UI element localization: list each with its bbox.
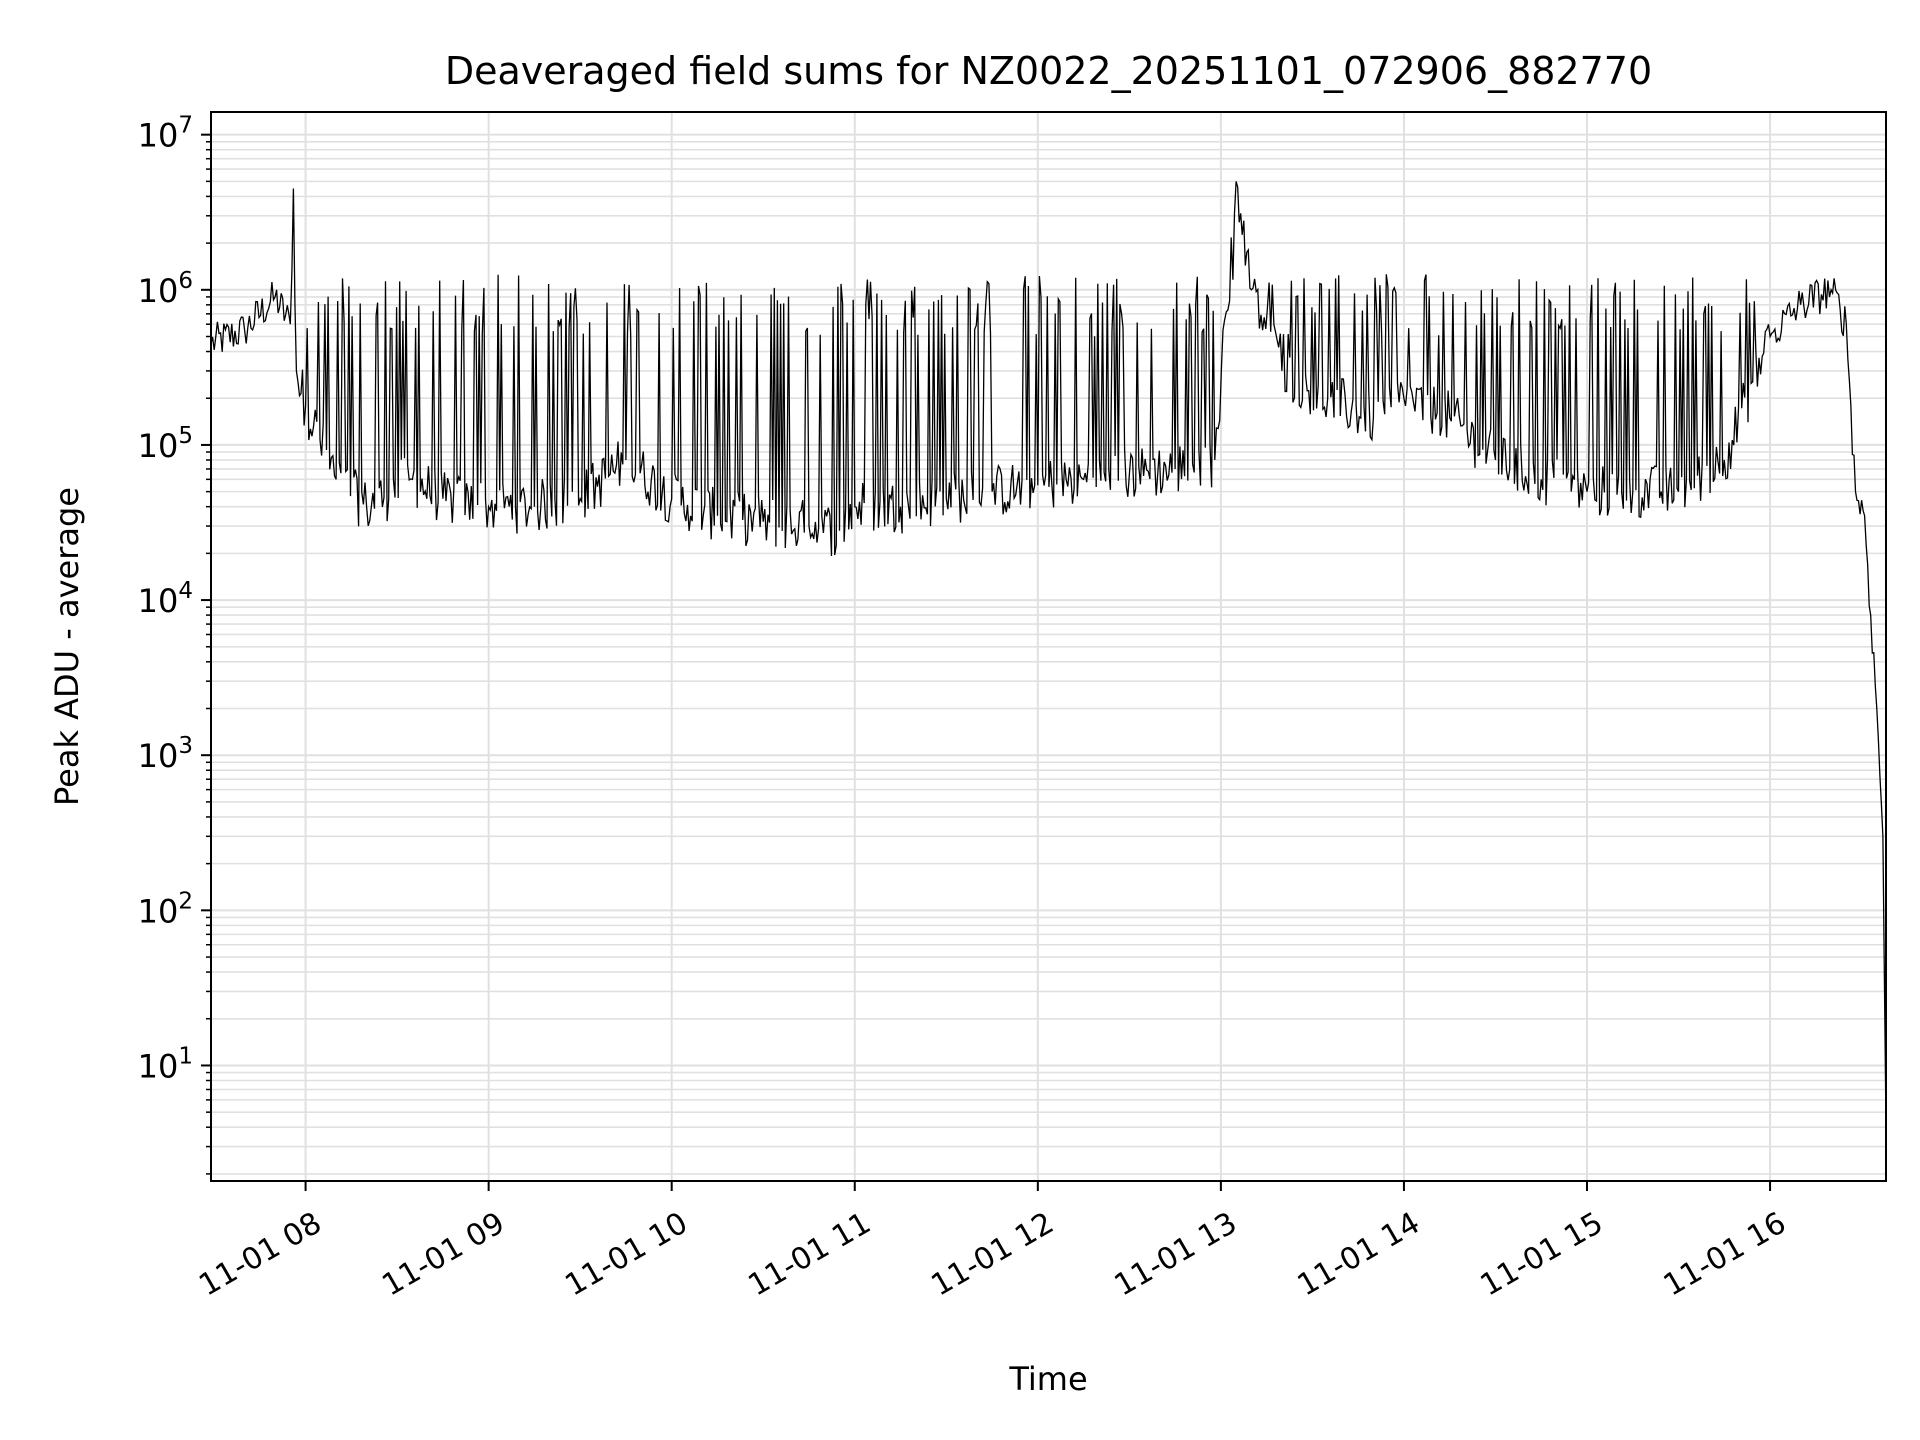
data-point bbox=[275, 296, 276, 297]
y-axis-label: Peak ADU - average bbox=[48, 487, 86, 806]
data-point bbox=[293, 188, 294, 189]
data-point bbox=[1724, 459, 1725, 460]
data-point bbox=[1281, 370, 1282, 371]
data-point bbox=[1632, 491, 1633, 492]
data-point bbox=[992, 491, 993, 492]
series-layer bbox=[210, 181, 1887, 1128]
data-point bbox=[1214, 459, 1215, 460]
data-point bbox=[625, 459, 626, 460]
data-point bbox=[763, 521, 764, 522]
data-point bbox=[1129, 473, 1130, 474]
data-point bbox=[366, 506, 367, 507]
x-tick-label: 11-01 10 bbox=[559, 1206, 693, 1304]
data-point bbox=[1541, 479, 1542, 480]
data-point bbox=[305, 405, 306, 406]
data-point bbox=[442, 498, 443, 499]
x-tick-label: 11-01 09 bbox=[376, 1206, 510, 1304]
x-tick-label: 11-01 08 bbox=[193, 1206, 327, 1304]
data-point bbox=[1327, 398, 1328, 399]
y-tick-label: 105 bbox=[138, 423, 193, 465]
data-point bbox=[1403, 398, 1404, 399]
y-tick-label: 103 bbox=[138, 733, 193, 775]
data-point bbox=[580, 498, 581, 499]
y-tick-label: 107 bbox=[138, 113, 193, 155]
data-point bbox=[946, 498, 947, 499]
data-point bbox=[1855, 491, 1856, 492]
data-point bbox=[671, 498, 672, 499]
data-point bbox=[1587, 491, 1588, 492]
y-tick-label: 106 bbox=[138, 268, 193, 310]
data-point bbox=[900, 506, 901, 507]
data-point bbox=[1864, 515, 1865, 516]
data-point bbox=[717, 515, 718, 516]
x-tick-label: 11-01 12 bbox=[926, 1206, 1060, 1304]
x-tick-label: 11-01 14 bbox=[1292, 1206, 1426, 1304]
data-point bbox=[1846, 324, 1847, 325]
data-point bbox=[1037, 485, 1038, 486]
x-tick-label: 11-01 11 bbox=[742, 1206, 876, 1304]
data-point bbox=[1876, 708, 1877, 709]
data-point bbox=[488, 506, 489, 507]
y-tick-label: 101 bbox=[138, 1043, 193, 1085]
data-point bbox=[808, 526, 809, 527]
data-point bbox=[1831, 289, 1832, 290]
data-point bbox=[1449, 417, 1450, 418]
x-tick-label: 11-01 15 bbox=[1475, 1206, 1609, 1304]
data-point bbox=[296, 370, 297, 371]
data-point bbox=[336, 479, 337, 480]
x-tick-label: 11-01 16 bbox=[1658, 1206, 1792, 1304]
data-point bbox=[1373, 417, 1374, 418]
y-axis: 101 102 103 104 105 106 107 bbox=[138, 113, 211, 1175]
x-tick-label: 11-01 13 bbox=[1109, 1206, 1243, 1304]
data-point bbox=[1236, 181, 1237, 182]
data-point bbox=[1882, 836, 1883, 837]
data-point bbox=[1770, 336, 1771, 337]
data-point bbox=[1870, 615, 1871, 616]
data-point bbox=[412, 479, 413, 480]
data-point bbox=[1800, 304, 1801, 305]
data-point bbox=[839, 530, 840, 531]
series-line-1 bbox=[210, 181, 1887, 1128]
data-point bbox=[1083, 479, 1084, 480]
data-point bbox=[1678, 491, 1679, 492]
grid bbox=[211, 112, 1886, 1181]
data-point bbox=[1175, 468, 1176, 469]
data-point bbox=[290, 324, 291, 325]
chart-title: Deaveraged field sums for NZ0022_2025110… bbox=[445, 49, 1652, 93]
data-point bbox=[1251, 289, 1252, 290]
data-point bbox=[1495, 459, 1496, 460]
y-tick-label: 104 bbox=[138, 578, 193, 620]
data-point bbox=[854, 506, 855, 507]
x-axis-label: Time bbox=[1008, 1360, 1087, 1398]
x-axis: 11-01 08 11-01 09 11-01 10 11-01 11 11-01 12… bbox=[193, 1181, 1792, 1303]
y-tick-label: 102 bbox=[138, 888, 193, 930]
data-point bbox=[534, 506, 535, 507]
data-point bbox=[244, 330, 245, 331]
